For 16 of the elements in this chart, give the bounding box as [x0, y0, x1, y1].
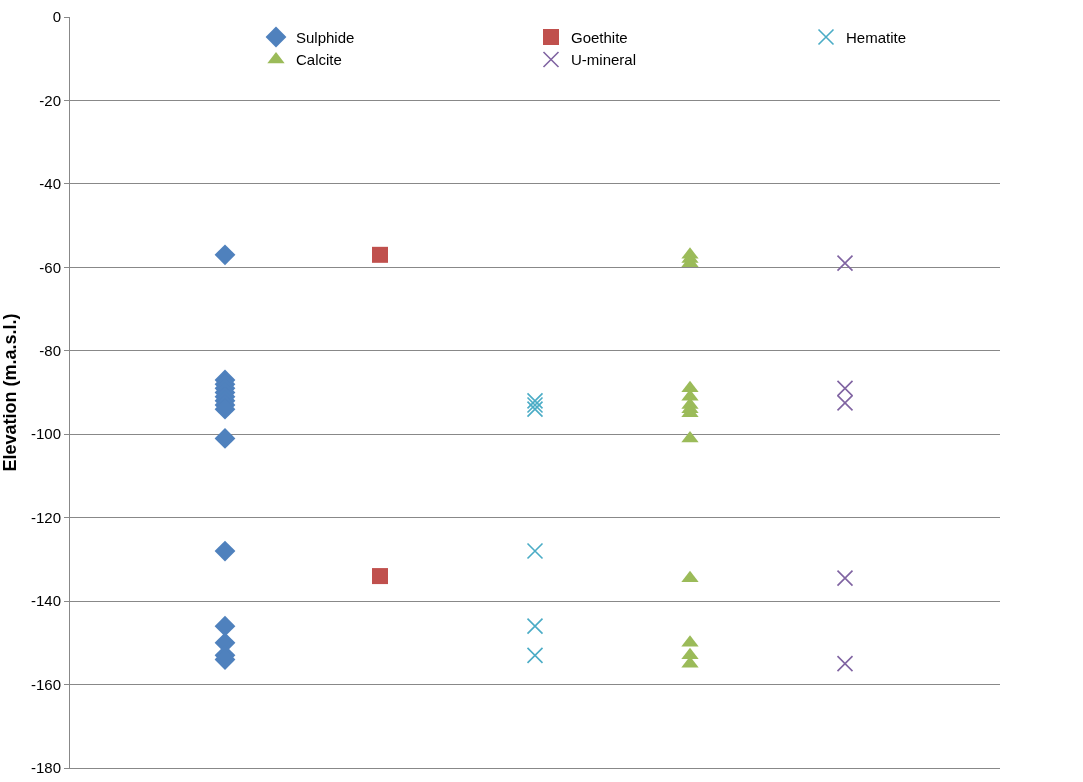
- y-tick-label: -140: [30, 592, 61, 610]
- y-tick-label: -100: [30, 425, 61, 443]
- legend-label: Calcite: [296, 51, 342, 69]
- y-tick-label: -40: [39, 175, 61, 193]
- y-tick-label: -20: [39, 91, 61, 109]
- y-tick-label: -60: [39, 258, 61, 276]
- y-axis-title: Elevation (m.a.s.l.): [0, 313, 20, 472]
- y-tick-label: 0: [52, 8, 61, 26]
- legend-label: Goethite: [571, 28, 628, 46]
- legend-label: U-mineral: [571, 51, 637, 69]
- y-tick-label: -80: [39, 342, 61, 360]
- y-tick-label: -120: [30, 508, 61, 526]
- y-tick-label: -180: [30, 759, 61, 777]
- legend-label: Hematite: [846, 28, 907, 46]
- y-tick-label: -160: [30, 675, 61, 693]
- legend-label: Sulphide: [296, 28, 355, 46]
